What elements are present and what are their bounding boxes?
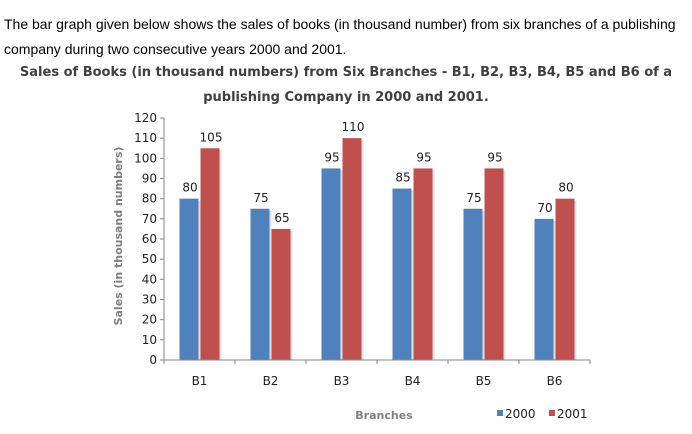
bar-2000-B4 [392,188,412,360]
x-tick-label: B2 [263,374,279,388]
bar-2001-B6 [555,198,575,360]
x-tick-label: B4 [405,374,421,388]
y-tick-label: 60 [142,232,157,246]
bar-2000-B3 [321,168,341,360]
data-label: 75 [466,191,481,205]
legend-swatch-2000 [497,410,503,416]
y-tick-label: 10 [142,333,157,347]
y-tick-label: 40 [142,272,157,286]
data-label: 70 [537,201,552,215]
chart-title-line2: publishing Company in 2000 and 2001. [203,90,489,105]
x-tick-label: B1 [192,374,208,388]
data-label: 105 [200,130,223,144]
chart-title-line1: Sales of Books (in thousand numbers) fro… [19,65,673,80]
y-tick-label: 80 [142,192,157,206]
y-axis-title: Sales (in thousand numbers) [112,147,125,326]
y-tick-label: 50 [142,252,157,266]
y-tick-label: 100 [134,151,157,165]
data-label: 80 [558,181,573,195]
y-tick-label: 120 [134,111,157,125]
x-tick-label: B3 [334,374,350,388]
data-label: 65 [274,211,289,225]
legend: 2000 2001 [497,407,588,421]
x-tick-label: B5 [476,374,492,388]
y-tick-label: 0 [149,353,157,367]
intro-text: The bar graph given below shows the sale… [4,16,676,57]
data-label: 75 [253,191,268,205]
x-tick-label: B6 [547,374,563,388]
y-tick-label: 20 [142,313,157,327]
y-tick-label: 90 [142,172,157,186]
data-label: 110 [342,120,365,134]
y-tick-label: 70 [142,212,157,226]
data-label: 95 [324,150,339,164]
data-label: 95 [487,150,502,164]
bar-2001-B1 [200,148,220,360]
legend-label-2001: 2001 [557,407,588,421]
bar-2000-B1 [179,198,199,360]
bar-2001-B5 [484,168,504,360]
y-tick-label: 30 [142,293,157,307]
x-axis-title: Branches [355,409,413,422]
chart-title: Sales of Books (in thousand numbers) fro… [0,60,692,110]
data-label: 95 [416,150,431,164]
bar-2001-B3 [342,138,362,360]
bar-2000-B6 [534,218,554,360]
legend-swatch-2001 [549,410,555,416]
bar-2000-B2 [250,208,270,360]
bar-2000-B5 [463,208,483,360]
legend-label-2000: 2000 [505,407,536,421]
bar-2001-B2 [271,228,291,360]
y-tick-label: 110 [134,131,157,145]
data-label: 80 [182,181,197,195]
bar-2001-B4 [413,168,433,360]
data-label: 85 [395,171,410,185]
